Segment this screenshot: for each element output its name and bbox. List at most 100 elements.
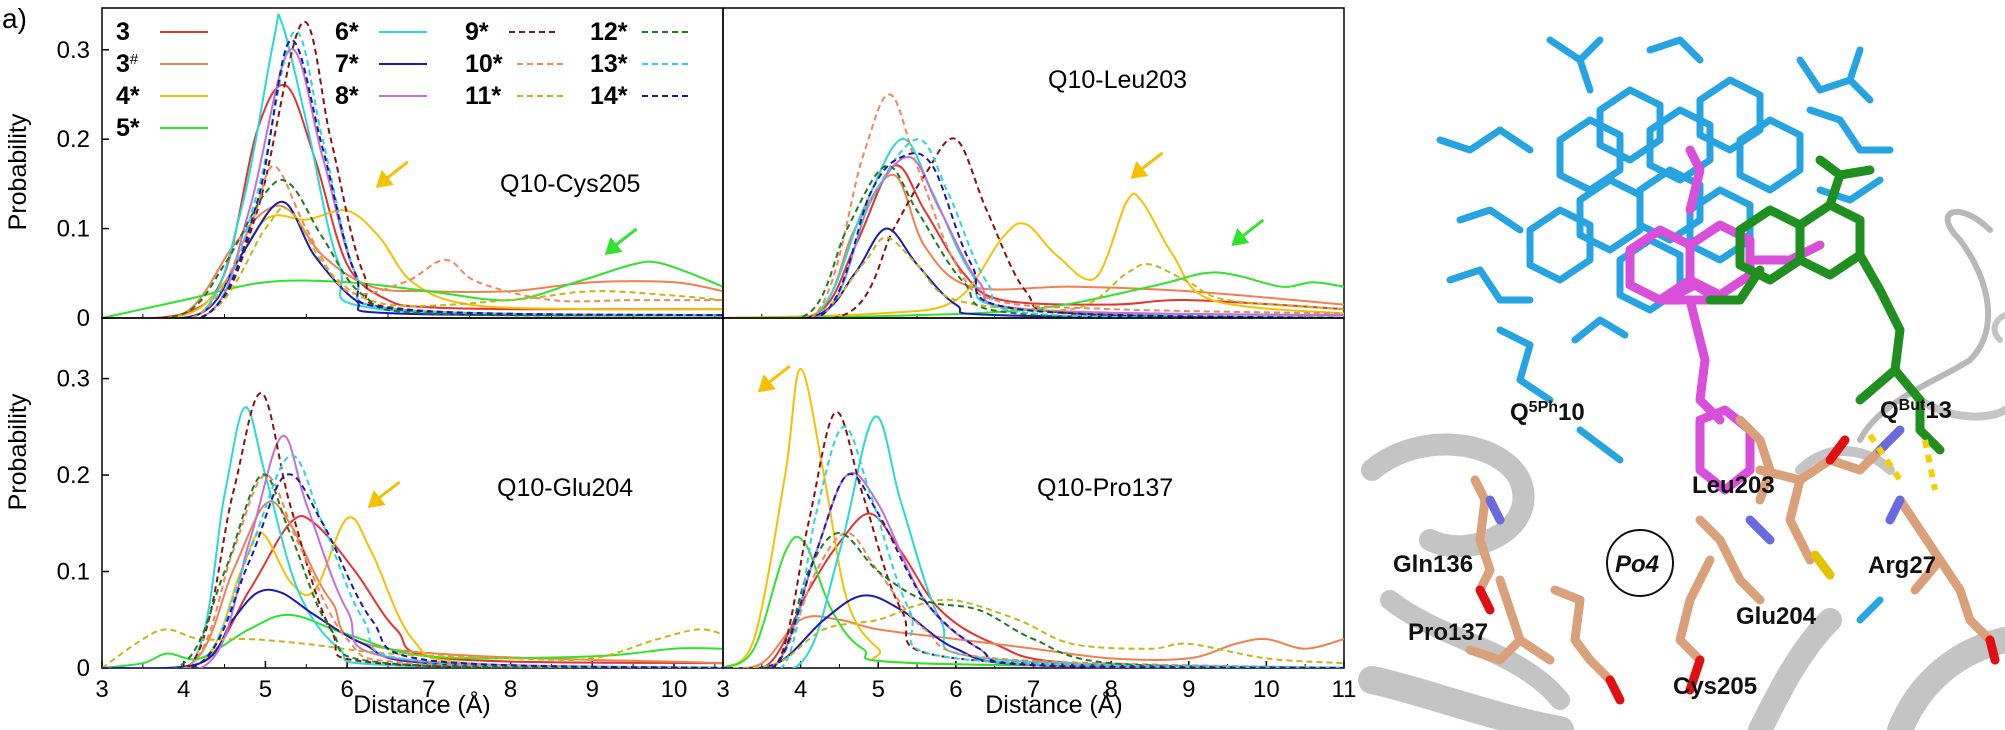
legend-label: 13* — [590, 50, 628, 78]
series-line-11* — [723, 236, 1344, 318]
series-lines — [723, 93, 1344, 318]
chart-panel-bottom-right: 3 4 5 6 7 8 9 10 11 — [716, 317, 1356, 703]
series-line-3 — [723, 164, 1344, 318]
legend-entry-7*: 7* — [335, 50, 427, 78]
legend-entry-11*: 11* — [465, 82, 565, 110]
plot-frame — [101, 7, 724, 319]
binding-residues — [1465, 415, 1995, 685]
legend-entry-5*: 5* — [116, 114, 208, 142]
series-line-4* — [723, 367, 1344, 668]
plot-frame — [722, 7, 1345, 319]
series-line-9* — [102, 392, 723, 668]
series-line-3 — [102, 515, 723, 668]
legend-label: 14* — [590, 82, 628, 110]
label-q5ph10-main: Q — [1510, 399, 1529, 426]
label-po4: Po4 — [1615, 551, 1659, 578]
label-q5ph10-tail: 10 — [1558, 399, 1585, 426]
series-line-12* — [102, 473, 723, 668]
series-line-3# — [102, 204, 723, 318]
legend-entry-8*: 8* — [335, 82, 427, 110]
legend-label: 7* — [335, 50, 359, 78]
legend-label: 5* — [116, 114, 140, 142]
y-tick-label: 0 — [77, 305, 90, 332]
series-line-10* — [723, 93, 1344, 318]
series-line-4* — [102, 209, 723, 318]
series-line-3 — [723, 512, 1344, 668]
annotation-q10-leu203: Q10-Leu203 — [1048, 66, 1187, 94]
y-tick-label: 0 — [77, 655, 90, 682]
legend-label: 9* — [465, 18, 489, 46]
annotation-q10-pro137: Q10-Pro137 — [1037, 474, 1173, 502]
series-lines — [102, 13, 723, 318]
series-line-12* — [102, 178, 723, 318]
label-gln136: Gln136 — [1393, 551, 1473, 578]
series-line-10* — [102, 164, 723, 318]
highlight-arrow — [757, 365, 791, 393]
x-tick-label: 9 — [1182, 676, 1195, 703]
label-q5ph10-sup: 5Ph — [1529, 399, 1558, 416]
label-qbut13-main: Q — [1880, 397, 1899, 424]
x-axis-title-right: Distance (Å) — [985, 689, 1123, 719]
ligand-q5ph10 — [1625, 145, 1825, 495]
series-line-13* — [723, 425, 1344, 668]
ligand-qbut13 — [1705, 155, 1945, 455]
chart-panels: 0 0.1 0.2 0.3 0 0.1 0.2 0.3 3 4 5 6 7 8 9 10 3 4 5 6 7 8 9 10 11 — [57, 7, 1356, 703]
y-tick-label: 0.2 — [57, 126, 90, 153]
legend-label: 10* — [465, 50, 503, 78]
series-line-3# — [102, 500, 723, 668]
legend-label: 11* — [465, 82, 501, 110]
y-tick-label: 0.1 — [57, 216, 90, 243]
ligand-ensemble — [1436, 36, 1894, 624]
label-arg27: Arg27 — [1868, 552, 1936, 579]
label-pro137: Pro137 — [1408, 619, 1488, 646]
series-line-7* — [723, 594, 1344, 668]
series-line-11* — [723, 598, 1344, 668]
legend-label: 8* — [335, 82, 359, 110]
x-tick-label: 8 — [504, 676, 517, 703]
label-q5ph10: Q5Ph10 — [1510, 399, 1585, 427]
series-line-10* — [102, 474, 723, 668]
x-tick-label: 7 — [1027, 676, 1040, 703]
series-line-5* — [723, 271, 1344, 318]
legend-entry-3#: 3# — [116, 50, 208, 78]
series-line-7* — [102, 200, 723, 318]
series-lines — [723, 367, 1344, 668]
series-line-8* — [723, 472, 1344, 668]
label-cys205: Cys205 — [1673, 673, 1757, 700]
series-line-10* — [723, 531, 1344, 668]
label-glu204: Glu204 — [1736, 603, 1817, 630]
legend-entry-4*: 4* — [116, 82, 208, 110]
series-line-11* — [102, 628, 723, 668]
x-tick-label: 5 — [872, 676, 885, 703]
y-tick-label: 0.3 — [57, 37, 90, 64]
heteroatoms — [1475, 425, 2000, 705]
hydrogen-bonds — [1867, 433, 1938, 491]
x-tick-label: 4 — [177, 676, 190, 703]
series-line-6* — [723, 415, 1344, 668]
legend-label: 4* — [116, 82, 140, 110]
x-tick-label: 3 — [95, 676, 108, 703]
legend-label: 3 — [116, 18, 130, 46]
x-tick-label: 9 — [586, 676, 599, 703]
legend-entry-3: 3 — [116, 18, 208, 46]
series-line-8* — [723, 156, 1344, 318]
x-tick-label: 7 — [422, 676, 435, 703]
series-line-14* — [102, 473, 723, 668]
legend-label: 3# — [116, 50, 139, 78]
series-line-4* — [723, 192, 1344, 318]
highlight-arrow — [367, 480, 401, 508]
x-tick-label: 8 — [1104, 676, 1117, 703]
legend-entry-6*: 6* — [335, 18, 427, 46]
series-line-6* — [102, 406, 723, 668]
x-tick-label: 10 — [661, 676, 688, 703]
highlight-arrow — [1231, 218, 1265, 246]
legend-entry-13*: 13* — [590, 50, 690, 78]
y-tick-label: 0.1 — [57, 559, 90, 586]
legend-entry-14*: 14* — [590, 82, 690, 110]
x-axis-title-left: Distance (Å) — [353, 689, 491, 719]
highlight-arrow — [375, 160, 409, 188]
legend-entry-9*: 9* — [465, 18, 557, 46]
series-line-13* — [102, 30, 723, 318]
chart-panel-top-right — [722, 7, 1345, 319]
